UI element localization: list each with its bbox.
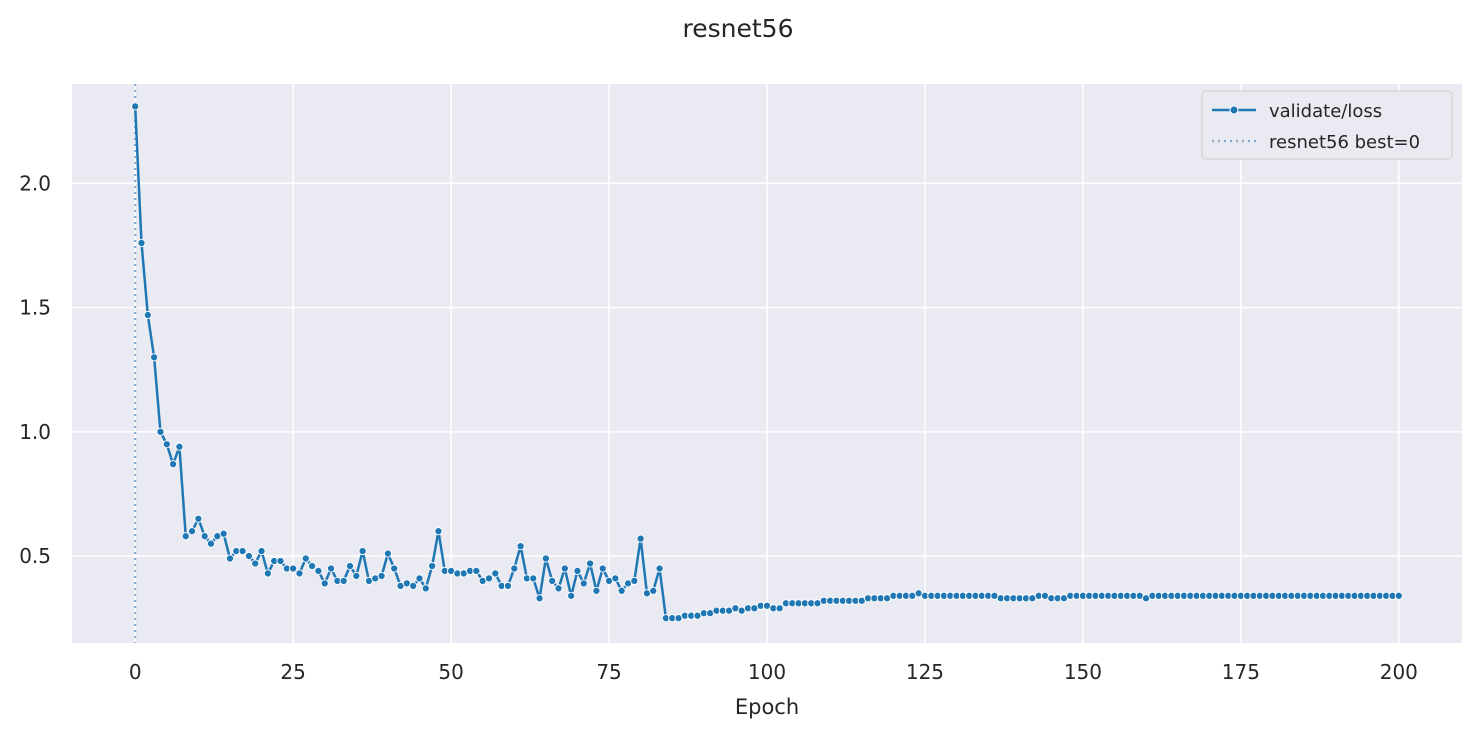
legend-marker-validate-loss	[1229, 105, 1239, 115]
data-point	[434, 527, 443, 536]
x-tick-label: 100	[748, 660, 786, 684]
x-tick-label: 75	[596, 660, 621, 684]
chart-title: resnet56	[683, 14, 794, 43]
data-point	[156, 427, 165, 436]
data-point	[301, 554, 310, 563]
data-point	[225, 554, 235, 563]
data-point	[276, 556, 285, 566]
data-point	[150, 353, 159, 362]
x-tick-label: 0	[129, 660, 142, 684]
data-point	[503, 581, 513, 590]
data-point	[510, 564, 519, 573]
data-point	[472, 566, 481, 576]
data-point	[491, 569, 500, 578]
data-point	[409, 581, 418, 590]
data-point	[535, 594, 544, 603]
data-point	[314, 566, 323, 576]
legend-label-validate-loss: validate/loss	[1269, 101, 1382, 122]
x-tick-label: 50	[438, 660, 463, 684]
data-point	[421, 584, 430, 593]
legend-box	[1201, 90, 1453, 160]
data-point	[541, 554, 550, 563]
data-point	[579, 579, 588, 588]
data-point	[345, 561, 355, 571]
data-point	[244, 551, 253, 561]
x-axis-ticks: 0 25 50 75 100 125 150 175 200	[129, 660, 1418, 684]
data-point	[251, 559, 260, 568]
y-tick-label: 1.5	[19, 296, 51, 320]
data-point	[655, 564, 664, 573]
data-point	[339, 576, 348, 585]
data-point	[548, 576, 557, 585]
data-point	[295, 569, 304, 578]
data-point	[573, 566, 582, 576]
legend: validate/loss resnet56 best=0	[1201, 90, 1453, 160]
data-point	[586, 559, 595, 568]
data-point	[263, 569, 272, 578]
data-point	[630, 576, 639, 585]
data-point	[649, 586, 658, 595]
x-tick-label: 150	[1064, 660, 1102, 684]
data-point	[175, 442, 184, 451]
data-point	[219, 529, 228, 538]
series-markers	[131, 102, 1403, 623]
y-tick-label: 2.0	[19, 171, 51, 195]
data-point	[592, 586, 601, 595]
data-point	[289, 564, 298, 573]
data-point	[257, 547, 266, 556]
data-point	[143, 311, 152, 320]
data-point	[308, 561, 317, 571]
x-tick-label: 200	[1380, 660, 1418, 684]
data-point	[383, 549, 392, 558]
data-point	[200, 532, 209, 541]
data-point	[560, 564, 569, 573]
data-point	[775, 604, 784, 613]
data-point	[181, 532, 190, 541]
data-point	[1394, 591, 1403, 600]
data-point	[206, 539, 216, 548]
data-point	[162, 440, 171, 449]
x-tick-label: 25	[280, 660, 305, 684]
data-point	[390, 564, 399, 573]
y-axis-ticks: 0.5 1.0 1.5 2.0	[19, 171, 51, 568]
data-point	[320, 579, 329, 588]
data-point	[377, 571, 386, 580]
x-tick-label: 175	[1222, 660, 1260, 684]
data-point	[567, 591, 576, 600]
data-point	[636, 534, 645, 543]
legend-label-best: resnet56 best=0	[1269, 132, 1420, 153]
data-point	[358, 547, 367, 556]
x-tick-label: 125	[906, 660, 944, 684]
data-point	[415, 574, 424, 583]
grid-lines	[72, 84, 1462, 643]
data-point	[598, 564, 607, 573]
data-point	[516, 542, 525, 551]
data-point	[554, 584, 563, 593]
data-point	[131, 102, 140, 111]
data-point	[529, 574, 538, 583]
data-point	[137, 238, 146, 248]
data-point	[352, 571, 361, 580]
data-point	[187, 527, 197, 536]
data-point	[611, 574, 620, 583]
data-point	[326, 564, 336, 573]
data-point	[617, 586, 626, 595]
data-point	[169, 460, 178, 469]
data-point	[194, 514, 203, 523]
data-point	[484, 574, 494, 583]
y-tick-label: 1.0	[19, 420, 51, 444]
x-axis-label: Epoch	[735, 695, 799, 719]
data-point	[428, 561, 437, 571]
y-tick-label: 0.5	[19, 544, 51, 568]
data-point	[238, 547, 247, 556]
